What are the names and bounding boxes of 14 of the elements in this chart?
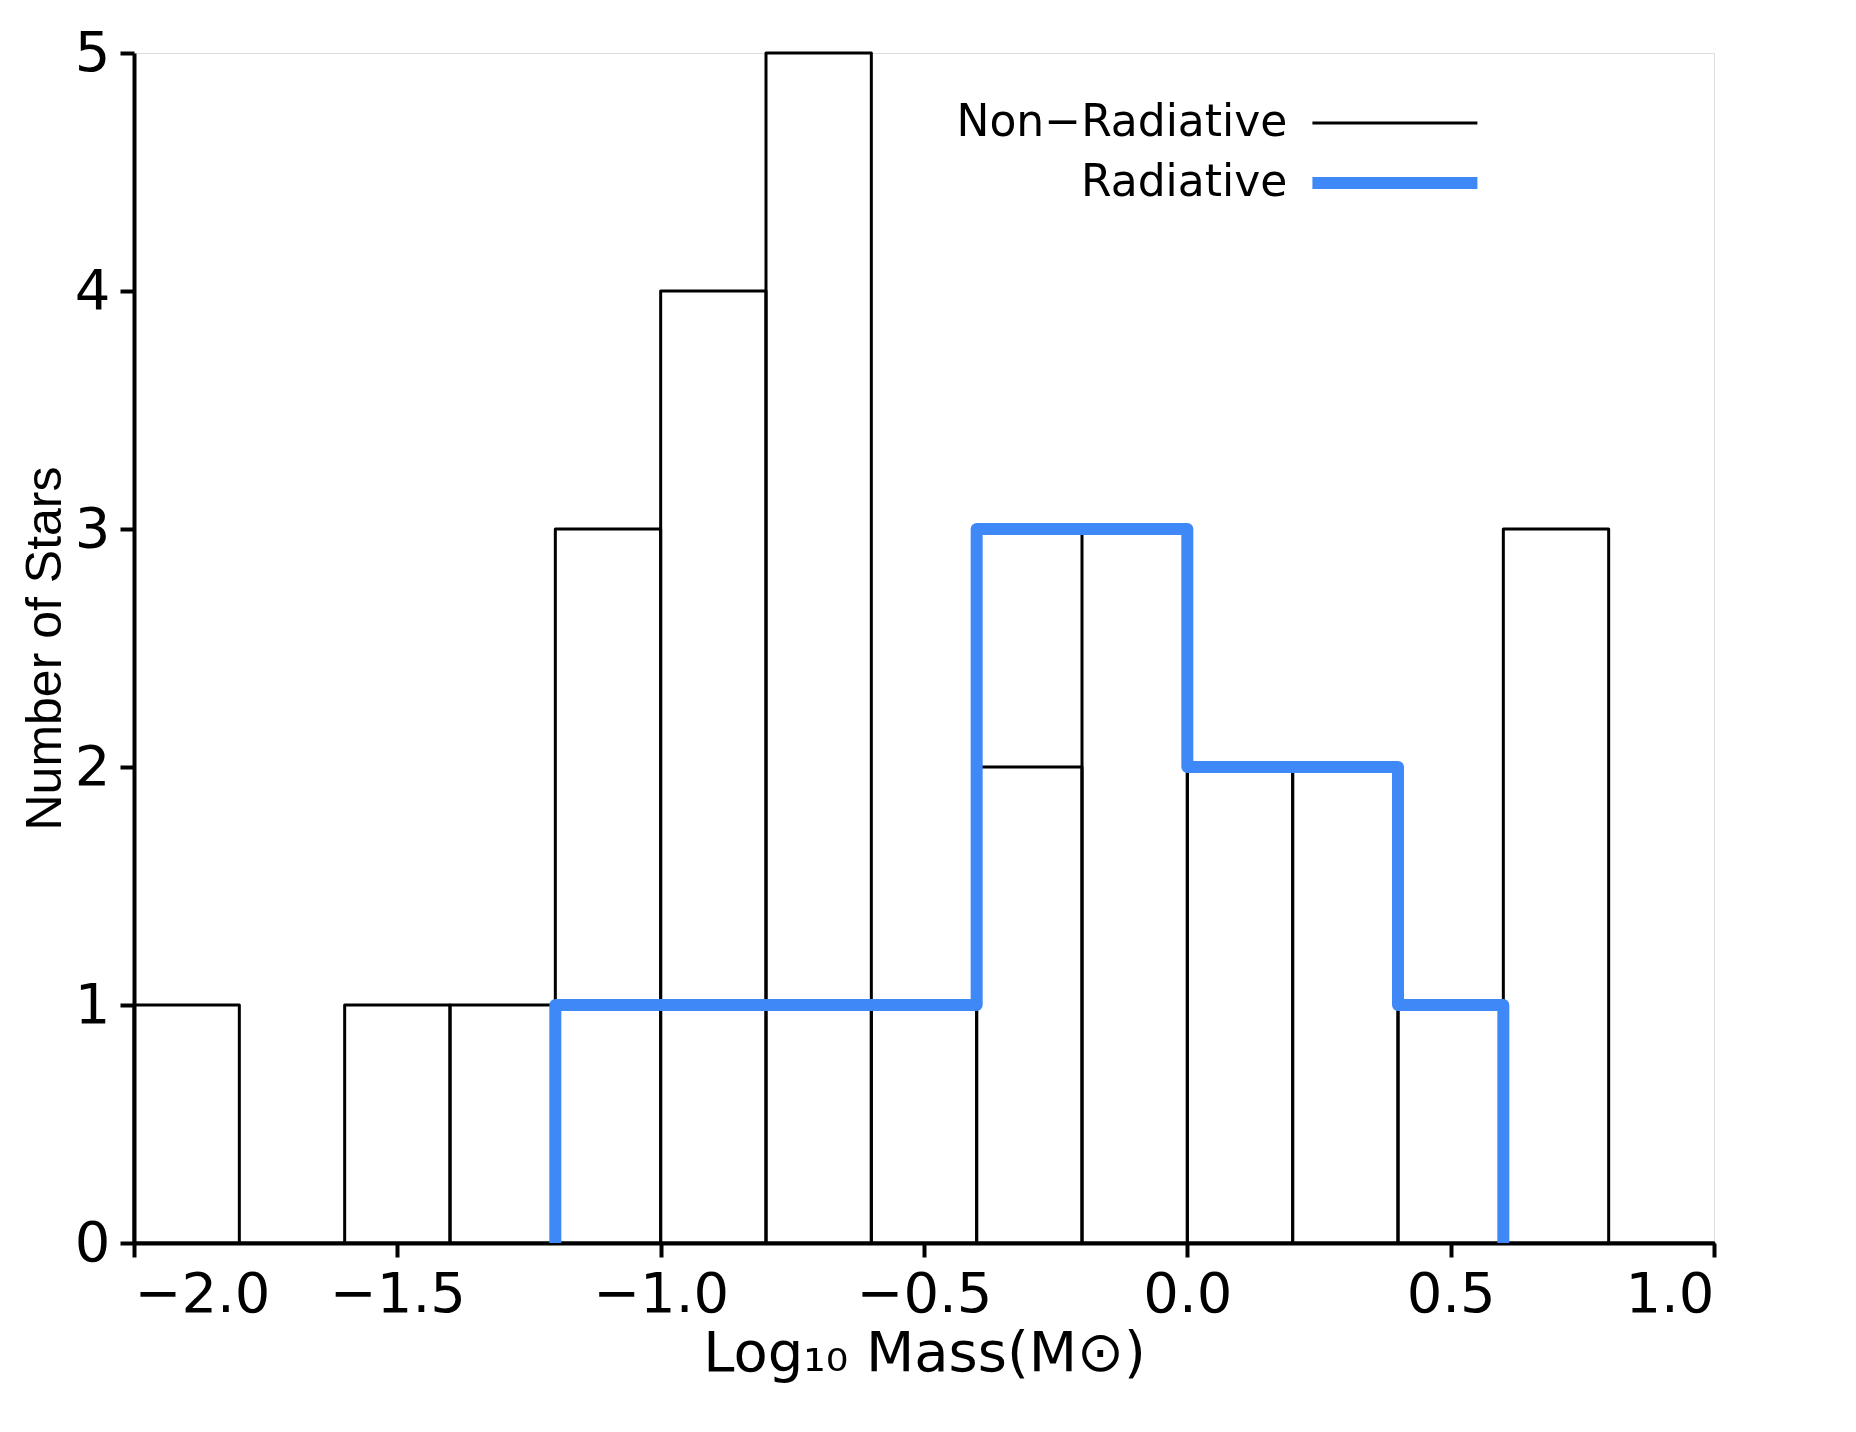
- y-tick-label: 5: [74, 18, 111, 84]
- y-tick-label: 3: [74, 494, 111, 560]
- y-tick-label: 1: [74, 970, 111, 1036]
- x-tick-label: 0.0: [1143, 1259, 1233, 1325]
- x-tick-label: −2.0: [134, 1259, 271, 1325]
- y-axis-title: Number of Stars: [15, 466, 72, 831]
- legend-label: Radiative: [1081, 155, 1288, 206]
- x-tick-label: 1.0: [1625, 1259, 1715, 1325]
- x-tick-label: 0.5: [1406, 1259, 1496, 1325]
- legend-label: Non−Radiative: [956, 95, 1288, 146]
- x-tick-label: −1.5: [329, 1259, 466, 1325]
- y-tick-label: 0: [74, 1208, 111, 1274]
- y-tick-label: 2: [74, 732, 111, 798]
- y-tick-label: 4: [74, 256, 111, 322]
